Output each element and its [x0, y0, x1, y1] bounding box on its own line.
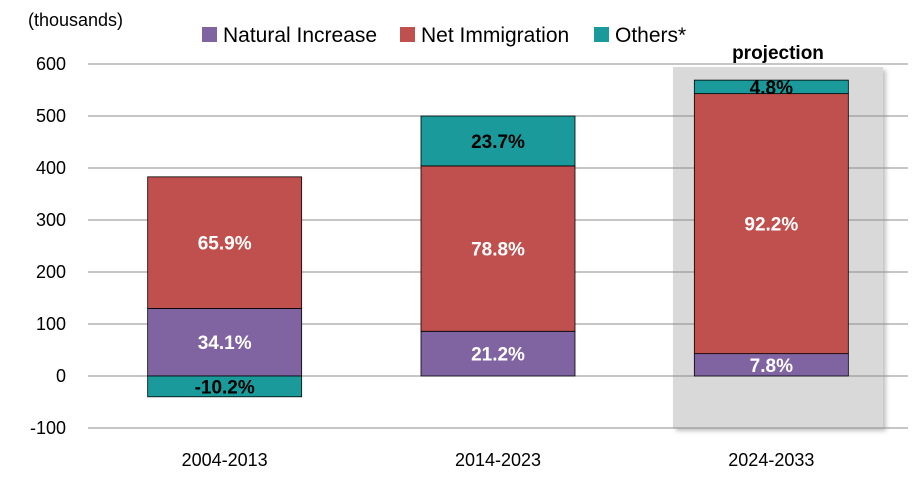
- segment-data-label: 34.1%: [198, 333, 252, 354]
- bar-segment-net-immigration-2014-2023: [420, 165, 576, 332]
- y-tick-label: 600: [36, 54, 66, 74]
- y-tick-label: 300: [36, 210, 66, 230]
- legend: Natural Increase Net Immigration Others*: [202, 24, 686, 47]
- y-tick-label: 400: [36, 158, 66, 178]
- legend-label-natural-increase: Natural Increase: [223, 24, 377, 47]
- x-axis-ticks: 2004-2013 2014-2023 2024-2033: [182, 450, 815, 470]
- x-tick-label: 2014-2023: [455, 450, 541, 470]
- y-tick-label: 0: [56, 366, 66, 386]
- segment-data-label: 21.2%: [471, 345, 525, 366]
- legend-swatch-natural-increase: [202, 27, 217, 42]
- bar-segment-others-2004-2013: [147, 375, 303, 398]
- legend-label-net-immigration: Net Immigration: [421, 24, 569, 47]
- y-tick-label: 200: [36, 262, 66, 282]
- segment-data-label: 92.2%: [744, 215, 798, 236]
- x-tick-label: 2004-2013: [182, 450, 268, 470]
- bar-segment-natural-increase-2004-2013: [147, 307, 303, 377]
- y-tick-label: 100: [36, 314, 66, 334]
- segment-data-label: -10.2%: [195, 377, 255, 398]
- bar-segment-net-immigration-2024-2033: [693, 93, 849, 355]
- bar-segment-others-2014-2023: [420, 115, 576, 167]
- y-tick-label: 500: [36, 106, 66, 126]
- bars: [147, 79, 849, 398]
- y-axis-unit-label: (thousands): [28, 10, 123, 30]
- segment-data-label: 4.8%: [750, 78, 793, 99]
- x-tick-label: 2024-2033: [728, 450, 814, 470]
- segment-data-label: 78.8%: [471, 240, 525, 261]
- bar-segment-natural-increase-2014-2023: [420, 330, 576, 377]
- bar-segment-others-2024-2033: [693, 79, 849, 95]
- segment-data-label: 23.7%: [471, 132, 525, 153]
- y-axis-ticks: -100 0 100 200 300 400 500 600: [30, 54, 66, 438]
- legend-swatch-net-immigration: [400, 27, 415, 42]
- y-tick-label: -100: [30, 418, 66, 438]
- segment-data-label: 65.9%: [198, 234, 252, 255]
- bar-segment-net-immigration-2004-2013: [147, 176, 303, 309]
- segment-labels: 34.1% 65.9% -10.2% 21.2% 78.8% 23.7% 7.8% 92.2%…: [195, 78, 799, 399]
- legend-label-others: Others*: [615, 24, 686, 47]
- legend-swatch-others: [594, 27, 609, 42]
- projection-label: projection: [732, 43, 824, 64]
- segment-data-label: 7.8%: [750, 356, 793, 377]
